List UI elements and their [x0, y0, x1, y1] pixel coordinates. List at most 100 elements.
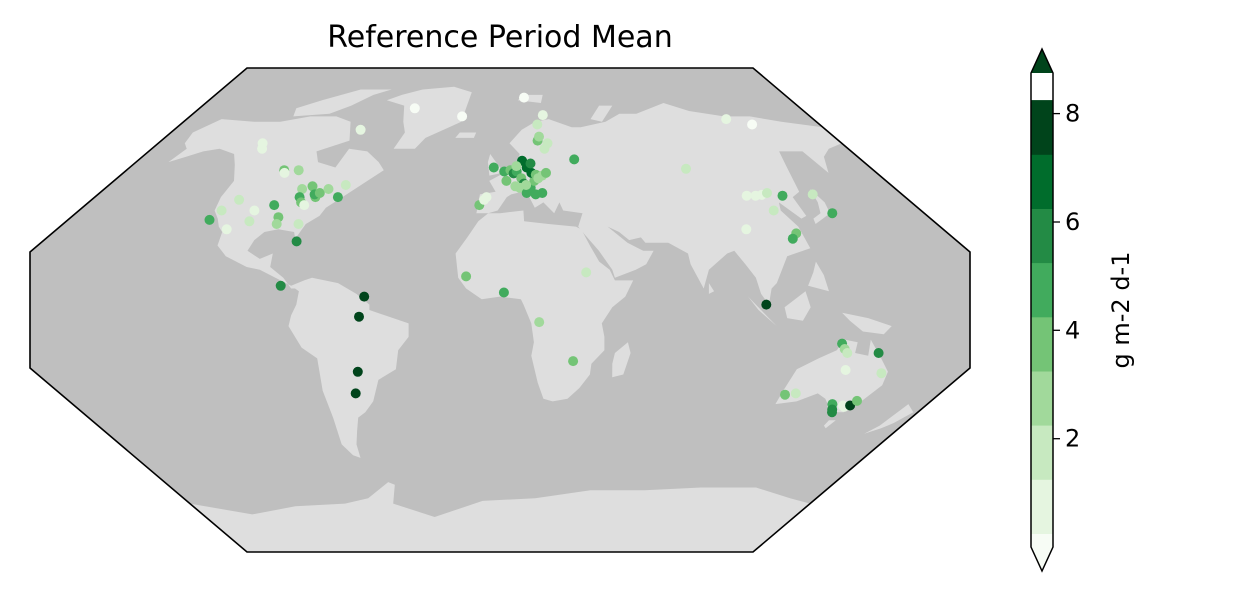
colorbar-tick-label: 6: [1065, 208, 1080, 236]
site-marker: [533, 173, 544, 184]
site-marker: [355, 124, 366, 135]
colorbar-segment: [1031, 425, 1053, 480]
land-africa: [455, 210, 634, 402]
site-marker: [777, 190, 788, 201]
land-tasmania: [823, 420, 836, 429]
colorbar-segment: [1031, 262, 1053, 318]
site-marker: [216, 205, 227, 216]
site-marker: [534, 131, 544, 142]
land-antarctica: [189, 482, 811, 552]
site-marker: [525, 158, 536, 169]
land-new-zealand: [864, 404, 914, 434]
colorbar-segment: [1031, 154, 1053, 209]
site-marker: [293, 219, 304, 229]
site-marker: [297, 184, 308, 194]
land-madagascar: [612, 342, 631, 378]
site-marker: [269, 200, 280, 211]
land-iceland: [455, 132, 477, 138]
site-marker: [359, 291, 370, 302]
land-arctic-islands: [293, 89, 392, 117]
land-borneo: [784, 291, 811, 321]
site-marker: [244, 216, 255, 227]
site-marker: [741, 224, 752, 235]
site-marker: [761, 299, 772, 310]
site-marker: [762, 188, 772, 198]
site-marker: [204, 214, 215, 225]
site-marker: [332, 192, 343, 203]
site-marker: [271, 219, 282, 229]
land-philippines: [808, 261, 829, 292]
colorbar-segment: [1031, 316, 1053, 372]
site-marker: [221, 224, 232, 235]
colorbar-extend-max: [1031, 49, 1053, 73]
land-sri-lanka: [708, 283, 715, 294]
site-marker: [340, 180, 351, 190]
site-marker: [501, 175, 512, 186]
site-marker: [519, 92, 529, 103]
site-marker: [293, 165, 304, 176]
colorbar-tick-label: 2: [1065, 425, 1080, 453]
site-marker: [721, 114, 732, 125]
colorbar-segment: [1031, 100, 1053, 155]
map-title: Reference Period Mean: [327, 20, 673, 55]
site-marker: [569, 154, 580, 165]
land-eurasia: [476, 103, 842, 305]
site-marker: [257, 143, 268, 154]
site-marker: [876, 368, 887, 379]
colorbar-tick-label: 8: [1065, 100, 1080, 128]
site-marker: [275, 280, 286, 291]
site-marker: [787, 233, 798, 244]
site-marker: [481, 192, 492, 203]
site-marker: [568, 356, 579, 367]
land-australia: [775, 339, 888, 413]
site-marker: [530, 189, 541, 200]
site-marker: [249, 205, 260, 216]
site-marker: [354, 311, 364, 322]
site-marker: [409, 103, 420, 114]
site-marker: [852, 395, 862, 406]
map-boundary: [29, 67, 971, 553]
colorbar-segment: [1031, 479, 1053, 534]
site-marker: [234, 194, 245, 205]
site-marker: [498, 287, 509, 298]
site-marker: [532, 119, 543, 130]
site-marker: [279, 167, 290, 178]
site-marker: [461, 271, 472, 282]
site-marker: [541, 167, 551, 178]
site-marker: [842, 348, 853, 358]
site-marker: [314, 188, 325, 198]
site-marker: [511, 161, 522, 172]
colorbar-tick-label: 4: [1065, 316, 1080, 344]
site-marker: [807, 189, 818, 200]
land-south-america: [288, 277, 409, 458]
site-markers: [204, 92, 887, 418]
site-marker: [768, 205, 779, 216]
colorbar-outline: [1030, 47, 1054, 573]
colorbar-label: g m-2 d-1: [1107, 252, 1135, 369]
site-marker: [827, 208, 838, 219]
site-marker: [542, 138, 553, 149]
site-marker: [352, 366, 363, 377]
site-marker: [521, 180, 532, 190]
colorbar-segment: [1031, 208, 1053, 264]
site-marker: [581, 267, 592, 278]
site-marker: [741, 190, 752, 201]
site-marker: [790, 388, 801, 399]
land-novaya-zemlya: [590, 105, 613, 122]
site-marker: [488, 162, 499, 173]
colorbar: 2 4 6 8 g m-2 d-1: [1030, 47, 1135, 573]
colorbar-segment: [1031, 370, 1053, 426]
land-japan: [810, 189, 830, 224]
site-marker: [323, 184, 334, 194]
site-marker: [299, 200, 310, 211]
site-marker: [537, 110, 548, 121]
site-marker: [307, 181, 318, 192]
site-marker: [350, 388, 361, 399]
site-marker: [457, 111, 468, 122]
site-marker: [873, 348, 884, 358]
ocean: [30, 68, 970, 552]
site-marker: [827, 407, 837, 418]
land-new-guinea: [842, 312, 892, 335]
site-marker: [681, 163, 691, 174]
